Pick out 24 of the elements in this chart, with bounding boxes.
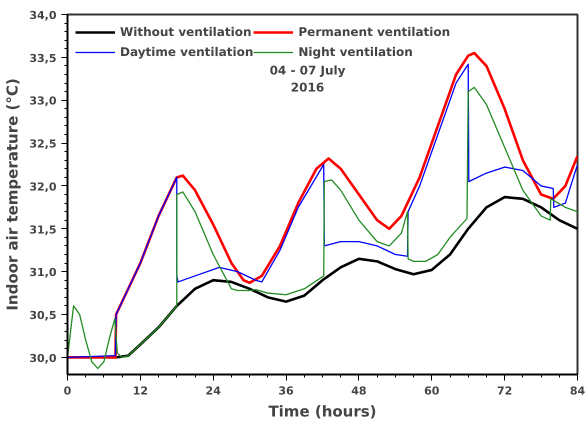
legend-label: Night ventilation — [298, 45, 413, 59]
y-tick-label: 32,0 — [29, 180, 57, 194]
annotation: 04 - 07 July 2016 — [270, 64, 346, 94]
y-tick-label: 30,5 — [29, 309, 56, 322]
x-axis-title: Time (hours) — [268, 402, 377, 420]
x-tick-label: 12 — [132, 384, 148, 398]
legend-label: Daytime ventilation — [120, 45, 254, 59]
y-tick-label: 34,0 — [29, 9, 57, 22]
y-tick-label: 32,5 — [29, 138, 56, 151]
x-tick-label: 0 — [64, 384, 72, 398]
y-tick-label: 33,5 — [29, 52, 56, 65]
x-tick-label: 48 — [351, 384, 367, 398]
x-tick-label: 24 — [206, 384, 222, 398]
x-tick-label: 84 — [570, 384, 585, 398]
y-tick-label: 33,0 — [29, 94, 57, 108]
y-tick-label: 31,5 — [29, 223, 56, 236]
x-tick-label: 60 — [424, 384, 440, 398]
x-tick-label: 36 — [278, 384, 294, 398]
x-tick-label: 72 — [496, 384, 512, 398]
legend-label: Without ventilation — [120, 25, 252, 39]
legend-label: Permanent ventilation — [298, 25, 450, 39]
y-axis-title: Indoor air temperature (°C) — [3, 78, 22, 311]
y-tick-label: 30,0 — [29, 352, 57, 365]
y-tick-label: 31,0 — [29, 266, 57, 280]
